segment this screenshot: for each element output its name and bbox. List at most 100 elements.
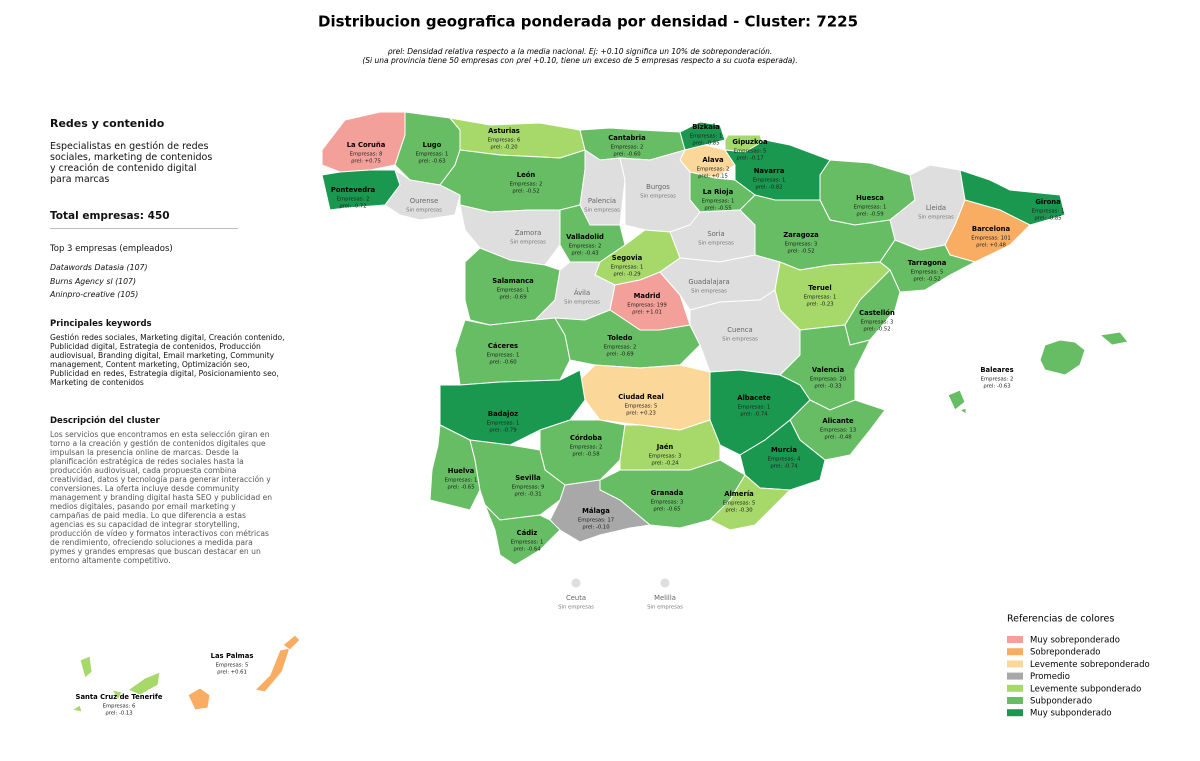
province-name: Valladolid <box>566 233 604 241</box>
province-detail: ρrel: -0.23 <box>806 302 833 308</box>
province-detail: Empresas: 8 <box>350 152 383 158</box>
province-detail: Empresas: 1 <box>738 405 771 411</box>
province-detail: Empresas: 5 <box>723 501 756 507</box>
province-detail: Empresas: 1 <box>416 152 449 158</box>
province-name: Ceuta <box>566 594 586 602</box>
province-shape <box>1098 331 1129 346</box>
province-detail: Empresas: 101 <box>971 236 1011 242</box>
province-detail: Sin empresas <box>584 208 620 214</box>
province-name: Alicante <box>822 417 854 425</box>
province-name: Cantabria <box>608 134 646 142</box>
province-name: Tarragona <box>908 259 947 267</box>
province-name: Las Palmas <box>211 652 254 660</box>
province-detail: Empresas: 1 <box>487 353 520 359</box>
province-detail: Empresas: 9 <box>512 485 545 491</box>
province-detail: ρrel: +0.15 <box>698 174 728 180</box>
province-detail: Empresas: 1 <box>511 540 544 546</box>
province-name: Cádiz <box>517 529 538 537</box>
top-item: Burns Agency sl (107) <box>50 277 137 286</box>
province-detail: ρrel: -0.48 <box>824 435 852 441</box>
legend: Muy sobreponderado Sobreponderado Levement… <box>1007 636 1150 719</box>
province-detail: ρrel: -0.60 <box>613 152 641 158</box>
province-detail: Empresas: 2 <box>569 244 602 250</box>
province-detail: Empresas: 1 <box>690 134 723 140</box>
legend-label: Muy sobreponderado <box>1030 636 1120 646</box>
province-shape <box>187 687 211 711</box>
province-detail: ρrel: -0.52 <box>512 189 539 195</box>
province-name: Madrid <box>634 292 661 300</box>
province-name: Soria <box>707 230 724 238</box>
cluster-name: Redes y contenido <box>50 117 165 130</box>
province-name: Castellón <box>859 309 895 317</box>
legend-swatch <box>1007 672 1023 680</box>
province-name: Burgos <box>646 183 670 191</box>
province-name: Bizkaia <box>692 123 720 131</box>
province-detail: Empresas: 2 <box>697 167 730 173</box>
province-detail: Empresas: 1 <box>445 478 478 484</box>
province-detail: ρrel: -0.63 <box>418 159 445 165</box>
province-shape <box>571 578 581 588</box>
province-detail: ρrel: +0.48 <box>976 243 1006 249</box>
province-detail: Empresas: 1 <box>487 421 520 427</box>
description-title: Descripción del cluster <box>50 416 160 426</box>
province-detail: ρrel: -0.69 <box>499 295 526 301</box>
province-detail: Empresas: 2 <box>604 345 637 351</box>
legend-swatch <box>1007 709 1023 717</box>
province-name: Cáceres <box>488 342 518 350</box>
province-name: Pontevedra <box>331 186 376 194</box>
province-shape <box>660 578 670 588</box>
province-detail: ρrel: -0.20 <box>490 145 518 151</box>
province-detail: Empresas: 6 <box>488 138 521 144</box>
province-detail: Empresas: 20 <box>810 377 847 383</box>
province-name: Almería <box>724 490 754 498</box>
note: ρrel: Densidad relativa respecto a la me… <box>388 47 772 56</box>
legend-swatch <box>1007 636 1023 643</box>
legend-label: Subponderado <box>1030 697 1092 707</box>
province-shape <box>579 149 626 226</box>
province-detail: ρrel: -0.72 <box>339 204 366 210</box>
province-detail: ρrel: -0.65 <box>653 507 680 513</box>
province-detail: Empresas: 2 <box>337 197 370 203</box>
province-detail: ρrel: -0.52 <box>913 277 940 283</box>
province-detail: Empresas: 3 <box>785 242 818 248</box>
province-detail: Empresas: 3 <box>651 500 684 506</box>
province-detail: Empresas: 5 <box>625 404 658 410</box>
province-name: León <box>517 171 536 179</box>
cluster-summary: Especialistas en gestión de redes social… <box>50 141 213 185</box>
province-name: Baleares <box>980 366 1013 374</box>
legend-title: Referencias de colores <box>1007 614 1114 625</box>
province-detail: Empresas: 17 <box>578 518 614 524</box>
province-detail: Sin empresas <box>918 215 954 221</box>
province-name: Huelva <box>448 467 475 475</box>
province-detail: Sin empresas <box>558 605 594 611</box>
province-detail: Empresas: 2 <box>981 377 1014 383</box>
province-shape <box>469 439 566 521</box>
province-detail: ρrel: +0.61 <box>217 670 247 676</box>
province-detail: Empresas: 1 <box>1032 209 1065 215</box>
province-name: Málaga <box>582 507 610 515</box>
province-name: Huesca <box>856 194 884 202</box>
top-item: Datawords Datasia (107) <box>50 263 148 272</box>
province-detail: ρrel: -0.55 <box>704 206 731 212</box>
province-detail: ρrel: -0.85 <box>692 141 719 147</box>
legend-label: Sobreponderado <box>1030 648 1100 658</box>
province-shape <box>253 647 291 693</box>
province-detail: ρrel: -0.30 <box>725 508 753 514</box>
province-name: Barcelona <box>972 225 1011 233</box>
description: Los servicios que encontramos en esta se… <box>50 430 273 565</box>
legend-swatch <box>1007 660 1023 668</box>
province-detail: Empresas: 13 <box>820 428 856 434</box>
province-detail: ρrel: -0.79 <box>489 428 516 434</box>
keywords: Gestión redes sociales, Marketing digita… <box>50 333 285 387</box>
province-name: Ourense <box>410 197 439 205</box>
provinces <box>70 111 1129 713</box>
province-detail: ρrel: -0.31 <box>514 492 541 498</box>
province-name: Teruel <box>808 284 831 292</box>
legend-label: Levemente sobreponderado <box>1030 660 1150 670</box>
province-detail: Empresas: 199 <box>627 303 667 309</box>
province-detail: Empresas: 1 <box>497 288 530 294</box>
province-detail: ρrel: -0.29 <box>613 272 640 278</box>
province-detail: Empresas: 2 <box>570 445 603 451</box>
province-name: Asturias <box>488 127 520 135</box>
